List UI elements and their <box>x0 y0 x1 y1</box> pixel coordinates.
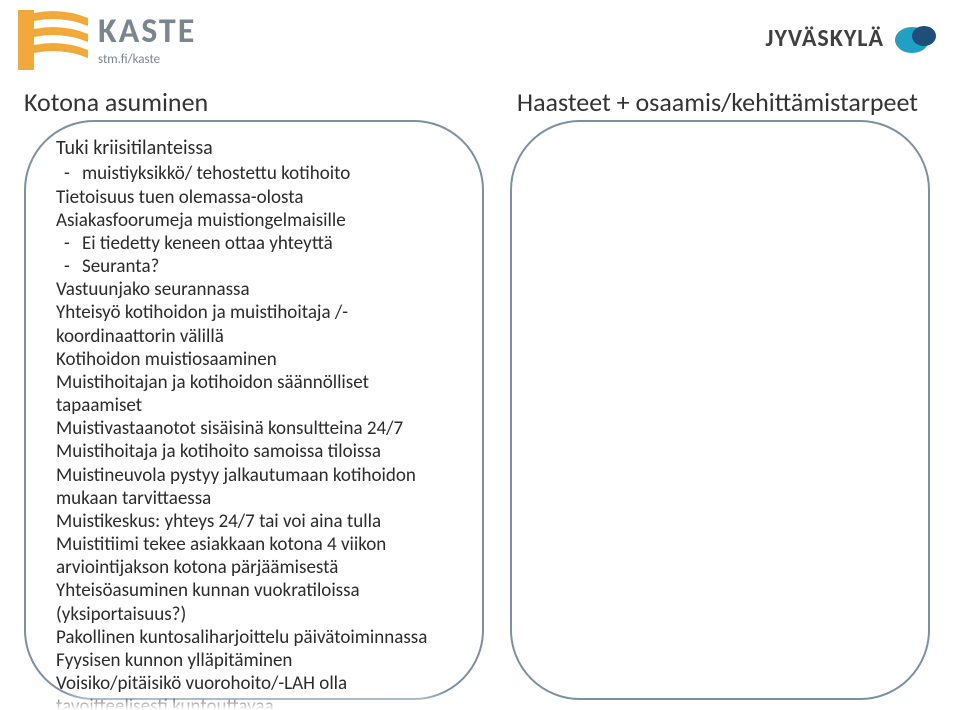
bullet-list-2: Ei tiedetty keneen ottaa yhteyttä Seuran… <box>56 232 452 278</box>
kaste-logo: KASTE stm.fi/kaste <box>18 10 196 70</box>
paragraph: Pakollinen kuntosaliharjoittelu päivätoi… <box>56 626 452 649</box>
paragraph: Vastuunjako seurannassa <box>56 278 452 301</box>
bottom-fade <box>20 692 508 710</box>
paragraph: Muistikeskus: yhteys 24/7 tai voi aina t… <box>56 510 452 533</box>
paragraph: Fyysisen kunnon ylläpitäminen <box>56 649 452 672</box>
wave-icon <box>18 10 88 70</box>
paragraph: Muistihoitajan ja kotihoidon säännöllise… <box>56 371 452 417</box>
left-content: Tuki kriisitilanteissa muistiyksikkö/ te… <box>56 136 452 710</box>
plain-line: Asiakasfoorumeja muistiongelmaisille <box>56 209 452 232</box>
jyvaskyla-logo: JYVÄSKYLÄ <box>766 22 937 54</box>
paragraph: Muistihoitaja ja kotihoito samoissa tilo… <box>56 440 452 463</box>
left-heading: Kotona asuminen <box>24 86 208 118</box>
kaste-sub: stm.fi/kaste <box>98 53 196 66</box>
list-item: muistiyksikkö/ tehostettu kotihoito <box>56 162 452 185</box>
paragraph: Muistivastaanotot sisäisinä konsultteina… <box>56 417 452 440</box>
paragraph: Muistineuvola pystyy jalkautumaan kotiho… <box>56 464 452 510</box>
kaste-text-block: KASTE stm.fi/kaste <box>98 15 196 66</box>
paragraph: Kotihoidon muistiosaaminen <box>56 348 452 371</box>
jkl-text: JYVÄSKYLÄ <box>766 24 885 53</box>
left-box: Tuki kriisitilanteissa muistiyksikkö/ te… <box>24 120 484 700</box>
paragraph: Yhteisöasuminen kunnan vuokratiloissa (y… <box>56 579 452 625</box>
plain-line: Tietoisuus tuen olemassa-olosta <box>56 186 452 209</box>
paragraph: Yhteisyö kotihoidon ja muistihoitaja /-k… <box>56 301 452 347</box>
right-box <box>510 120 930 700</box>
bullet-list-1: muistiyksikkö/ tehostettu kotihoito <box>56 162 452 185</box>
left-subtitle: Tuki kriisitilanteissa <box>56 136 452 160</box>
jkl-mark-icon <box>894 22 936 54</box>
kaste-brand: KASTE <box>98 15 196 49</box>
slide-page: KASTE stm.fi/kaste JYVÄSKYLÄ Kotona asum… <box>0 0 960 710</box>
list-item: Seuranta? <box>56 255 452 278</box>
list-item: Ei tiedetty keneen ottaa yhteyttä <box>56 232 452 255</box>
right-heading: Haasteet + osaamis/kehittämistarpeet <box>517 86 918 118</box>
paragraph: Muistitiimi tekee asiakkaan kotona 4 vii… <box>56 533 452 579</box>
